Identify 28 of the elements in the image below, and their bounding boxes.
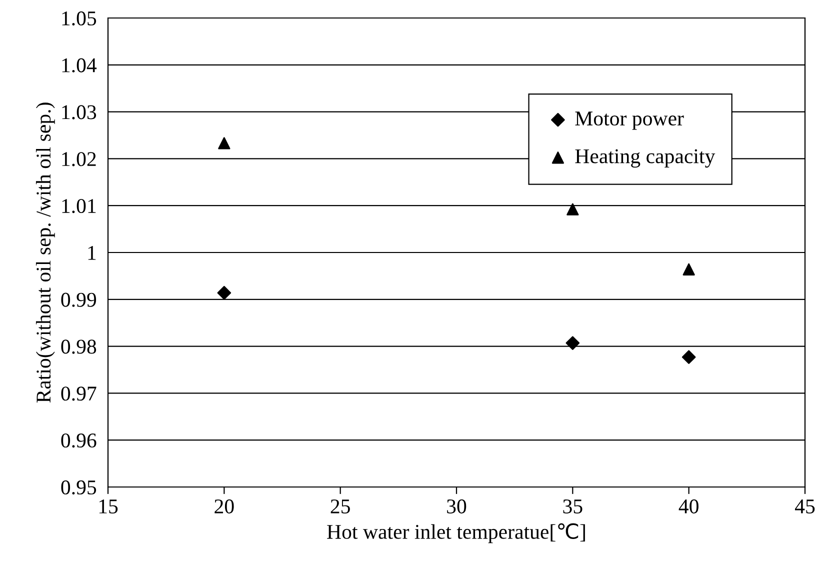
point: [218, 137, 230, 150]
x-tick-label: 25: [330, 499, 350, 514]
y-tick-label: 1.02: [62, 152, 96, 166]
point: [682, 350, 696, 364]
y-tick-label: 0.99: [61, 292, 96, 307]
y-tick-label: 0.98: [61, 340, 96, 354]
x-tick-label: 45: [794, 500, 815, 514]
x-tick-label: 20: [214, 499, 234, 514]
y-tick-label: 1.05: [62, 11, 96, 26]
point: [566, 336, 580, 350]
x-tick-label: 30: [447, 499, 466, 514]
y-tick-label: 1: [88, 246, 96, 260]
y-axis-title: Ratio(without oil sep. /with oil sep.): [36, 102, 55, 403]
legend-label: Motor power: [575, 112, 684, 130]
y-tick-label: 1.04: [62, 58, 97, 72]
point: [566, 203, 579, 216]
x-tick-label: 15: [99, 500, 118, 514]
point: [682, 263, 695, 276]
y-tick-label: 1.03: [62, 105, 96, 120]
y-tick-label: 1.01: [62, 198, 96, 214]
y-tick-label: 0.97: [61, 386, 96, 401]
x-axis-title: Hot water inlet temperatue[℃]: [327, 523, 585, 544]
y-tick-label: 0.95: [61, 480, 96, 495]
point: [217, 286, 232, 300]
legend-label: Heating capacity: [575, 149, 716, 168]
y-tick-label: 0.96: [61, 433, 96, 448]
x-tick-label: 35: [563, 499, 582, 514]
x-tick-label: 40: [678, 499, 698, 514]
